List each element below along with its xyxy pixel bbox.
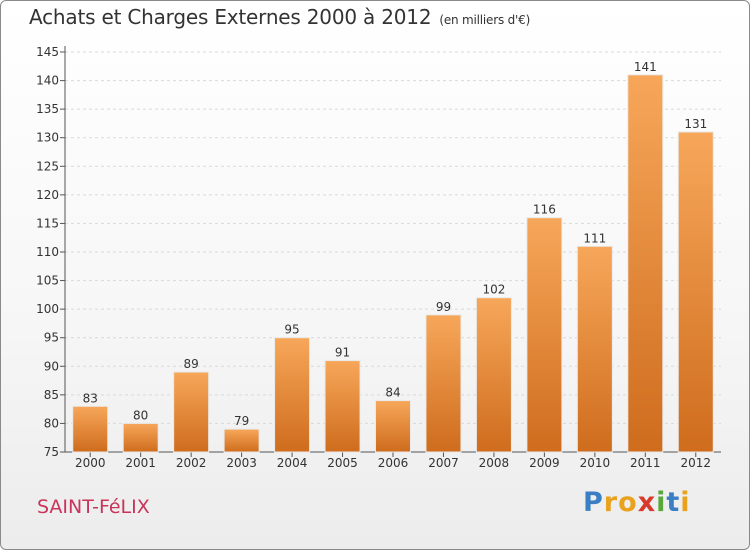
y-tick-label: 80 [44, 416, 59, 430]
bar-2002 [173, 371, 210, 453]
data-label: 141 [634, 60, 657, 74]
x-tick-label: 2009 [529, 456, 560, 470]
x-tick-label: 2006 [378, 456, 409, 470]
data-label: 84 [385, 386, 400, 400]
data-label: 116 [533, 203, 556, 217]
y-tick-label: 95 [44, 331, 59, 345]
y-tick-label: 75 [44, 445, 59, 459]
bar-2000 [72, 405, 109, 453]
bar-2011 [627, 74, 664, 453]
y-tick-label: 135 [36, 102, 59, 116]
y-tick-label: 120 [36, 188, 59, 202]
bar-2010 [576, 245, 613, 453]
x-tick-label: 2012 [680, 456, 711, 470]
y-tick-label: 145 [36, 45, 59, 59]
y-tick-label: 140 [36, 74, 59, 88]
bar-2008 [475, 297, 512, 453]
y-tick-label: 130 [36, 131, 59, 145]
x-tick-label: 2001 [125, 456, 156, 470]
chart-title: Achats et Charges Externes 2000 à 2012 (e… [29, 5, 530, 29]
data-label: 131 [684, 117, 707, 131]
y-tick-label: 125 [36, 159, 59, 173]
x-tick-label: 2004 [277, 456, 308, 470]
x-tick-label: 2000 [75, 456, 106, 470]
city-name: SAINT-FéLIX [37, 496, 150, 518]
labels: 75 80 85 90 95 100 105 110 115 120 125 130 135 140 145… [36, 45, 711, 470]
logo-letter: i [656, 487, 667, 518]
x-tick-label: 2003 [226, 456, 257, 470]
logo-letter: i [680, 487, 691, 518]
logo-letter: r [603, 487, 619, 518]
x-tick-label: 2010 [580, 456, 611, 470]
bar-2007 [425, 314, 462, 453]
bar-2004 [274, 337, 311, 453]
logo-letter: t [666, 487, 681, 518]
data-label: 111 [583, 231, 606, 245]
chart-title-text: Achats et Charges Externes 2000 à 2012 [29, 5, 432, 29]
y-tick-label: 110 [36, 245, 59, 259]
y-tick-label: 115 [36, 216, 59, 230]
data-label: 79 [234, 414, 249, 428]
y-tick-label: 85 [44, 388, 59, 402]
bar-2001 [122, 422, 159, 453]
chart-subtitle: (en milliers d'€) [439, 13, 531, 27]
data-label: 99 [436, 300, 451, 314]
x-tick-label: 2007 [428, 456, 459, 470]
proxiti-logo: Proxiti [583, 487, 691, 518]
logo-letter: x [637, 487, 657, 518]
x-tick-label: 2002 [176, 456, 207, 470]
y-tick-label: 90 [44, 359, 59, 373]
logo-letter: P [583, 487, 604, 518]
y-tick-label: 100 [36, 302, 59, 316]
bar-2006 [375, 400, 411, 453]
y-tick-label: 105 [36, 274, 59, 288]
data-label: 89 [184, 357, 199, 371]
logo-letter: o [618, 487, 638, 518]
x-tick-label: 2011 [630, 456, 661, 470]
x-tick-label: 2008 [479, 456, 510, 470]
bars [72, 74, 714, 453]
bar-2009 [526, 217, 563, 453]
bar-2005 [324, 360, 361, 453]
data-label: 80 [133, 408, 148, 422]
data-label: 102 [482, 283, 505, 297]
data-label: 95 [284, 323, 299, 337]
data-label: 91 [335, 346, 350, 360]
bar-2003 [223, 428, 260, 453]
x-tick-label: 2005 [327, 456, 358, 470]
bar-2012 [677, 131, 714, 453]
data-label: 83 [83, 391, 98, 405]
